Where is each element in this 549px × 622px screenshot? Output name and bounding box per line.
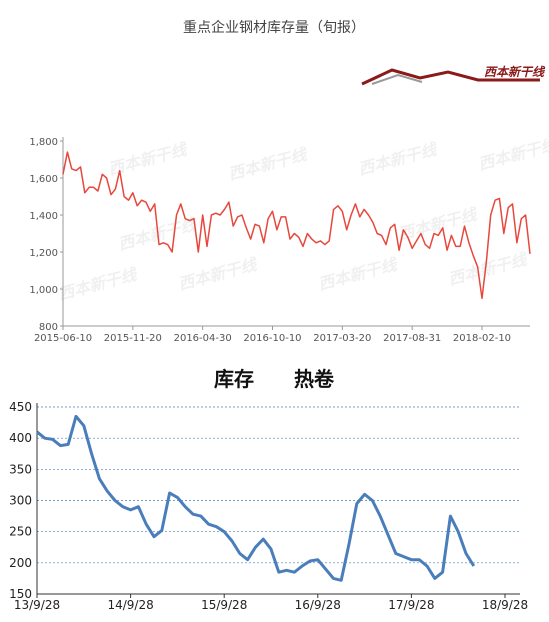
watermark: 西本新干线: [446, 249, 530, 289]
x-tick-label: 2016-10-10: [243, 333, 301, 344]
x-tick-label: 17/9/28: [388, 598, 434, 612]
watermark: 西本新干线: [56, 264, 140, 304]
watermark: 西本新干线: [476, 134, 549, 174]
y-tick-label: 200: [9, 556, 32, 570]
watermark: 西本新干线: [316, 254, 400, 294]
y-tick-label: 1,600: [29, 174, 58, 185]
watermark: 西本新干线: [226, 144, 310, 184]
x-tick-label: 2018-02-10: [453, 333, 511, 344]
x-tick-label: 2015-11-20: [104, 333, 162, 344]
y-tick-label: 400: [9, 431, 32, 445]
x-tick-label: 2015-06-10: [34, 333, 92, 344]
y-tick-label: 1,800: [29, 137, 58, 148]
logo-text: 西本新干线: [484, 65, 546, 79]
watermark: 西本新干线: [356, 139, 440, 179]
chart-title: 重点企业钢材库存量（旬报）: [183, 19, 365, 36]
logo-mark: [371, 73, 423, 85]
data-line: [36, 414, 476, 582]
watermark: 西本新干线: [176, 254, 260, 294]
y-tick-label: 300: [9, 494, 32, 508]
x-tick-label: 16/9/28: [295, 598, 341, 612]
y-tick-label: 350: [9, 462, 32, 476]
y-tick-label: 800: [39, 322, 58, 333]
y-tick-label: 1,000: [29, 285, 58, 296]
x-tick-label: 2017-08-31: [383, 333, 441, 344]
x-tick-label: 15/9/28: [201, 598, 247, 612]
data-line: [62, 151, 531, 300]
logo-mark: [361, 68, 540, 86]
x-tick-label: 14/9/28: [107, 598, 153, 612]
y-tick-label: 150: [9, 587, 32, 601]
x-tick-label: 13/9/28: [14, 598, 60, 612]
y-tick-label: 250: [9, 525, 32, 539]
y-tick-label: 1,400: [29, 211, 58, 222]
y-tick-label: 1,200: [29, 248, 58, 259]
x-tick-label: 18/9/28: [482, 598, 528, 612]
chart-title: 库存 热卷: [214, 367, 335, 391]
x-tick-label: 2017-03-20: [313, 333, 371, 344]
x-tick-label: 2016-04-30: [174, 333, 232, 344]
y-tick-label: 450: [9, 400, 32, 414]
